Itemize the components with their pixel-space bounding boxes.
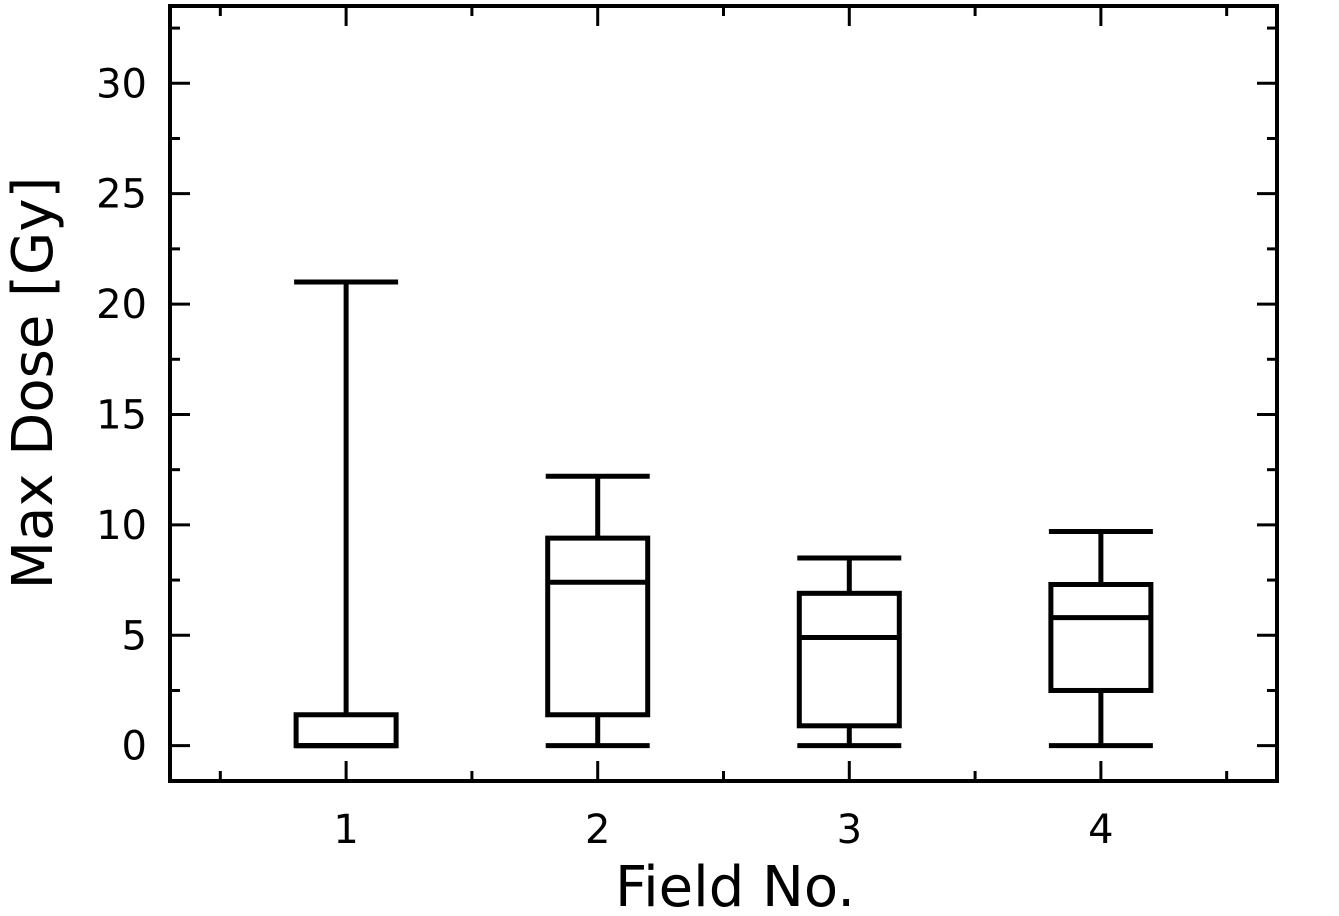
- y-tick-label: 5: [122, 613, 147, 659]
- x-tick-labels: 1 2 3 4: [333, 807, 1113, 853]
- iqr-box: [796, 590, 902, 729]
- box-field-4: [1048, 528, 1154, 749]
- iqr-box: [293, 712, 399, 749]
- box-field-3: [796, 555, 902, 749]
- y-tick-label: 30: [96, 61, 147, 107]
- iqr-box: [545, 535, 651, 718]
- x-tick-label: 4: [1088, 807, 1113, 853]
- x-axis-title: Field No.: [615, 855, 855, 916]
- y-tick-label: 10: [96, 503, 147, 549]
- y-axis-title: Max Dose [Gy]: [1, 177, 66, 590]
- y-tick-label: 20: [96, 282, 147, 328]
- x-tick-label: 1: [333, 807, 358, 853]
- x-tick-label: 3: [837, 807, 862, 853]
- y-tick-label: 15: [96, 392, 147, 438]
- y-tick-label: 25: [96, 172, 147, 218]
- y-tick-label: 0: [122, 724, 147, 770]
- box-field-1: [293, 279, 399, 749]
- plot-frame: [168, 4, 1279, 783]
- box-series: [293, 279, 1154, 749]
- iqr-box: [1048, 581, 1154, 693]
- axis-ticks: [170, 6, 1277, 781]
- y-tick-labels: 0 5 10 15 20 25 30: [96, 61, 147, 769]
- x-tick-label: 2: [585, 807, 610, 853]
- box-field-2: [545, 473, 651, 749]
